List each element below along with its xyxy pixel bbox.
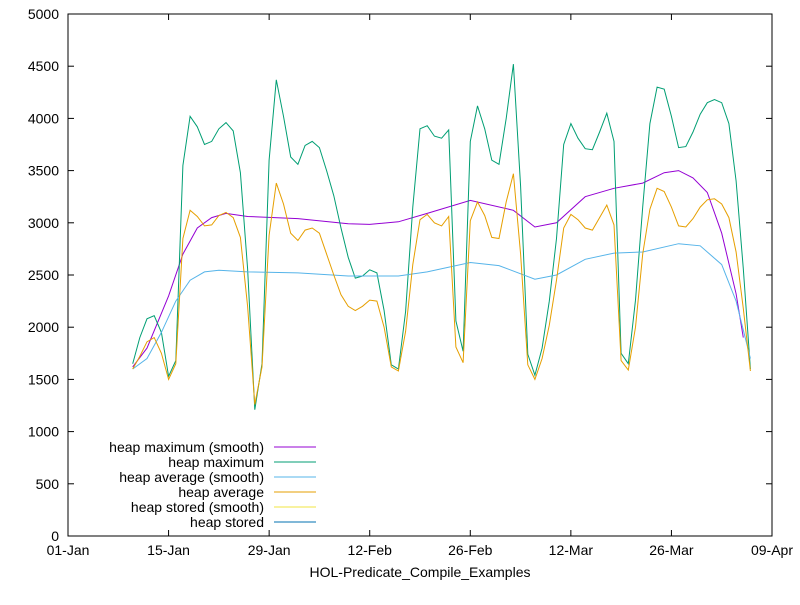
x-tick-label: 09-Apr	[751, 542, 793, 558]
y-tick-label: 500	[36, 476, 60, 492]
y-tick-label: 1000	[28, 424, 59, 440]
y-tick-label: 2000	[28, 319, 59, 335]
y-tick-label: 3000	[28, 215, 59, 231]
legend-label: heap average (smooth)	[119, 469, 264, 485]
x-axis-title: HOL-Predicate_Compile_Examples	[310, 564, 531, 580]
y-tick-label: 4000	[28, 110, 59, 126]
x-tick-label: 29-Jan	[248, 542, 291, 558]
series-line	[132, 243, 751, 370]
x-tick-label: 26-Feb	[448, 542, 493, 558]
series-line	[132, 170, 744, 368]
axes	[67, 13, 773, 537]
y-tick-label: 1500	[28, 371, 59, 387]
tick-labels: 0 500 1000 1500 2000 2500 3000 3500 4000 4500 5000…	[28, 6, 793, 558]
x-tick-label: 01-Jan	[47, 542, 90, 558]
series-line	[132, 173, 751, 405]
y-tick-label: 5000	[28, 6, 59, 22]
legend-label: heap maximum (smooth)	[109, 439, 264, 455]
x-tick-label: 12-Feb	[348, 542, 393, 558]
series-line	[132, 64, 751, 410]
y-tick-label: 2500	[28, 267, 59, 283]
y-tick-label: 4500	[28, 58, 59, 74]
legend-label: heap average	[178, 484, 264, 500]
legend-label: heap stored	[190, 514, 264, 530]
legend-label: heap maximum	[168, 454, 264, 470]
x-tick-label: 26-Mar	[649, 542, 694, 558]
y-tick-label: 3500	[28, 163, 59, 179]
legend-label: heap stored (smooth)	[131, 499, 264, 515]
x-tick-label: 12-Mar	[549, 542, 594, 558]
y-tick-label: 0	[51, 528, 59, 544]
x-tick-label: 15-Jan	[147, 542, 190, 558]
series-lines	[132, 64, 751, 410]
